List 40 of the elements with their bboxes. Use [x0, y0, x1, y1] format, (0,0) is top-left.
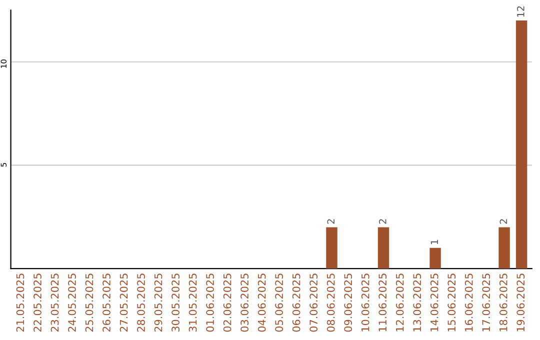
- x-tick-label: 22.05.2025: [34, 274, 42, 332]
- x-tick-label: 05.06.2025: [275, 274, 283, 332]
- x-tick-label: 18.06.2025: [499, 274, 508, 332]
- x-tick-label: 29.05.2025: [154, 274, 162, 332]
- x-tick-label: 17.06.2025: [482, 274, 490, 332]
- data-label: 2: [378, 219, 386, 224]
- x-tick-label: 24.05.2025: [68, 274, 76, 332]
- x-tick-label: 26.05.2025: [102, 274, 110, 332]
- x-tick-label: 01.06.2025: [206, 274, 214, 332]
- x-tick-label: 27.05.2025: [120, 274, 128, 332]
- x-tick-label: 16.06.2025: [464, 274, 473, 332]
- x-tick-label: 14.06.2025: [430, 274, 438, 332]
- x-tick-label: 03.06.2025: [240, 274, 248, 332]
- x-tick-label: 10.06.2025: [361, 274, 370, 332]
- data-label: 2: [327, 219, 334, 224]
- x-tick-label: 30.05.2025: [172, 274, 180, 332]
- x-tick-label: 31.05.2025: [188, 274, 197, 332]
- data-label: 2: [500, 219, 507, 224]
- x-tick-label: 02.06.2025: [223, 274, 232, 332]
- bar: [430, 248, 441, 269]
- bar: [326, 227, 338, 269]
- x-tick-label: 28.05.2025: [137, 274, 145, 332]
- x-tick-label: 19.06.2025: [516, 274, 525, 332]
- x-tick-label: 07.06.2025: [310, 274, 318, 332]
- x-tick-label: 13.06.2025: [413, 274, 422, 332]
- x-tick-label: 21.05.2025: [16, 274, 24, 332]
- x-tick-label: 06.06.2025: [292, 274, 300, 332]
- x-tick-label: 08.06.2025: [326, 274, 335, 332]
- x-tick-label: 12.06.2025: [396, 274, 404, 332]
- x-tick-label: 09.06.2025: [344, 274, 352, 332]
- bar: [516, 20, 528, 269]
- data-label: 1: [430, 240, 438, 244]
- x-tick-label: 11.06.2025: [378, 274, 387, 332]
- data-label: 12: [517, 6, 524, 17]
- x-tick-label: 23.05.2025: [50, 274, 59, 332]
- x-tick-label: 04.06.2025: [258, 274, 266, 332]
- bar: [498, 227, 510, 269]
- x-tick-label: 25.05.2025: [85, 274, 94, 332]
- bar: [378, 227, 390, 269]
- x-tick-label: 15.06.2025: [448, 274, 456, 332]
